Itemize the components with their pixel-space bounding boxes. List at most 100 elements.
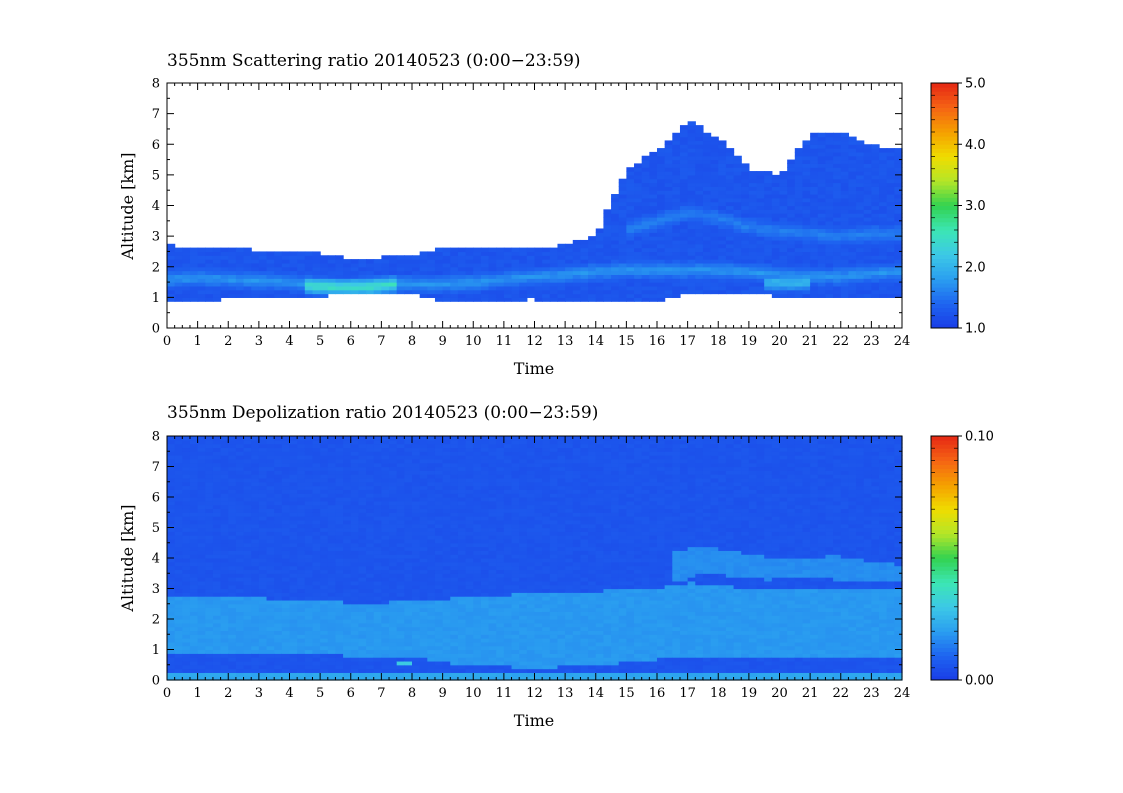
- heatmap-cell: [695, 209, 704, 214]
- heatmap-cell: [771, 220, 781, 226]
- heatmap-cell: [289, 500, 298, 506]
- heatmap-cell: [174, 500, 183, 506]
- heatmap-cell: [335, 282, 344, 287]
- heatmap-cell: [480, 293, 490, 298]
- heatmap-cell: [228, 247, 237, 253]
- heatmap-cell: [412, 569, 421, 574]
- heatmap-cell: [503, 262, 513, 268]
- heatmap-cell: [358, 516, 367, 521]
- heatmap-cell: [373, 676, 382, 681]
- heatmap-cell: [825, 171, 834, 176]
- heatmap-cell: [212, 561, 222, 567]
- colorbar-swatch: [931, 270, 958, 276]
- heatmap-cell: [335, 462, 344, 468]
- heatmap-cell: [725, 278, 735, 283]
- heatmap-cell: [350, 274, 360, 279]
- heatmap-cell: [503, 278, 513, 283]
- heatmap-cell: [427, 462, 436, 468]
- heatmap-cell: [419, 645, 428, 651]
- heatmap-cell: [289, 458, 298, 464]
- heatmap-cell: [412, 657, 421, 662]
- heatmap-cell: [197, 535, 206, 540]
- heatmap-cell: [496, 289, 505, 295]
- heatmap-cell: [350, 289, 360, 295]
- heatmap-cell: [289, 676, 298, 681]
- heatmap-cell: [366, 266, 375, 272]
- heatmap-cell: [779, 282, 788, 287]
- heatmap-cell: [281, 504, 291, 510]
- heatmap-cell: [764, 259, 773, 264]
- heatmap-cell: [358, 542, 367, 548]
- heatmap-cell: [419, 282, 428, 287]
- heatmap-cell: [595, 236, 605, 241]
- heatmap-cell: [396, 580, 405, 586]
- heatmap-cell: [389, 278, 398, 283]
- heatmap-cell: [863, 159, 872, 164]
- heatmap-cell: [549, 297, 559, 302]
- heatmap-cell: [511, 297, 520, 302]
- heatmap-cell: [297, 466, 306, 471]
- heatmap-cell: [205, 660, 214, 666]
- heatmap-cell: [243, 262, 252, 268]
- heatmap-cell: [358, 649, 367, 654]
- heatmap-cell: [212, 274, 222, 279]
- heatmap-cell: [526, 255, 536, 260]
- heatmap-cell: [381, 255, 390, 260]
- heatmap-cell: [189, 481, 199, 487]
- heatmap-cell: [320, 535, 329, 540]
- heatmap-cell: [212, 247, 222, 253]
- heatmap-cell: [251, 592, 260, 597]
- heatmap-cell: [350, 657, 360, 662]
- heatmap-cell: [434, 619, 444, 624]
- heatmap-cell: [350, 531, 360, 536]
- heatmap-cell: [281, 630, 291, 635]
- heatmap-cell: [412, 596, 421, 601]
- heatmap-cell: [396, 649, 405, 654]
- heatmap-cell: [641, 274, 650, 279]
- heatmap-cell: [312, 634, 321, 639]
- heatmap-cell: [373, 573, 382, 578]
- heatmap-cell: [289, 455, 298, 460]
- heatmap-cell: [833, 171, 842, 176]
- heatmap-cell: [167, 447, 176, 452]
- heatmap-cell: [350, 626, 360, 632]
- heatmap-cell: [894, 174, 903, 180]
- heatmap-cell: [641, 266, 650, 272]
- heatmap-cell: [281, 458, 291, 464]
- heatmap-cell: [856, 232, 865, 237]
- heatmap-cell: [894, 151, 903, 157]
- heatmap-cell: [304, 561, 314, 567]
- heatmap-cell: [167, 569, 176, 574]
- heatmap-cell: [702, 171, 712, 176]
- heatmap-cell: [373, 672, 382, 677]
- heatmap-cell: [848, 159, 857, 164]
- heatmap-cell: [741, 194, 750, 199]
- heatmap-cell: [327, 657, 337, 662]
- heatmap-cell: [167, 289, 176, 295]
- heatmap-cell: [289, 512, 298, 517]
- heatmap-cell: [679, 224, 689, 230]
- heatmap-cell: [611, 285, 620, 291]
- heatmap-cell: [679, 270, 689, 276]
- heatmap-cell: [626, 174, 635, 180]
- heatmap-cell: [756, 213, 765, 218]
- heatmap-cell: [212, 255, 222, 260]
- heatmap-cell: [251, 535, 260, 540]
- heatmap-cell: [335, 274, 344, 279]
- heatmap-cell: [182, 596, 191, 601]
- heatmap-cell: [672, 163, 681, 168]
- heatmap-cell: [702, 136, 712, 142]
- heatmap-cell: [343, 439, 352, 445]
- heatmap-cell: [480, 278, 490, 283]
- heatmap-cell: [320, 569, 329, 574]
- heatmap-cell: [235, 516, 245, 521]
- heatmap-cell: [350, 285, 360, 291]
- heatmap-cell: [167, 573, 176, 578]
- heatmap-cell: [274, 558, 283, 563]
- heatmap-cell: [863, 186, 872, 191]
- heatmap-cell: [442, 447, 451, 452]
- heatmap-cell: [825, 232, 834, 237]
- heatmap-cell: [366, 470, 375, 475]
- heatmap-cell: [595, 270, 605, 276]
- heatmap-cell: [197, 626, 206, 632]
